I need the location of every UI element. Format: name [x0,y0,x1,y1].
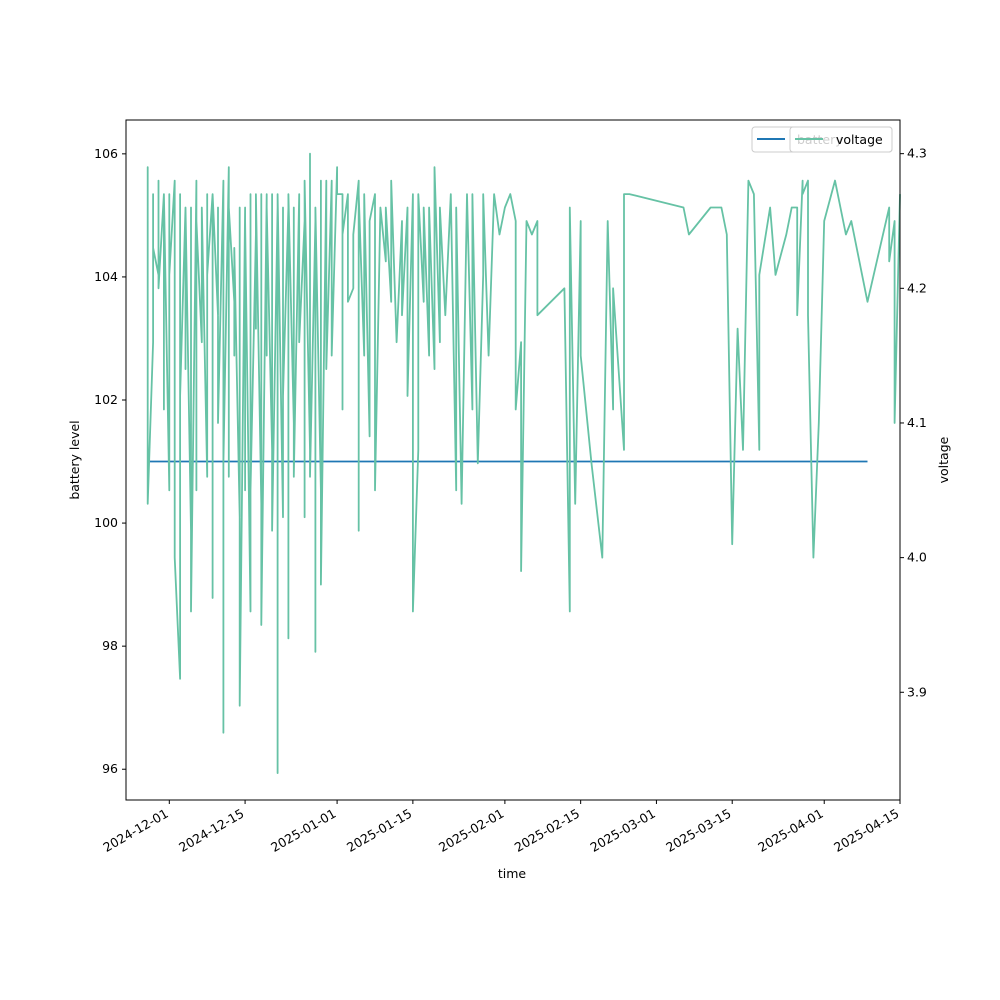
legend: batteryvoltage [751,126,893,153]
y-axis-label: battery level [67,420,82,499]
y-axis-right: 3.9 4.0 4.1 4.2 4.3 [900,146,927,699]
y2-tick-label: 4.1 [907,415,927,430]
series-line-voltage [146,152,901,774]
y-tick-label: 96 [102,761,118,776]
y2-axis-label: voltage [936,436,951,483]
x-axis-label: time [498,866,527,881]
y-tick-label: 104 [94,269,118,284]
y-tick-label: 106 [94,146,118,161]
legend-label-voltage: voltage [836,132,883,147]
y2-tick-label: 4.3 [907,146,927,161]
y2-tick-label: 4.2 [907,280,927,295]
y-axis-left: 96 98 100 102 104 106 [94,146,126,776]
y2-tick-label: 3.9 [907,684,927,699]
y-tick-label: 98 [102,638,118,653]
axes-frame [125,119,901,801]
legend-box-right [789,126,893,153]
plot-area [146,152,901,774]
y2-tick-label: 4.0 [907,550,927,565]
y-tick-label: 100 [94,515,118,530]
y-tick-label: 102 [94,392,118,407]
